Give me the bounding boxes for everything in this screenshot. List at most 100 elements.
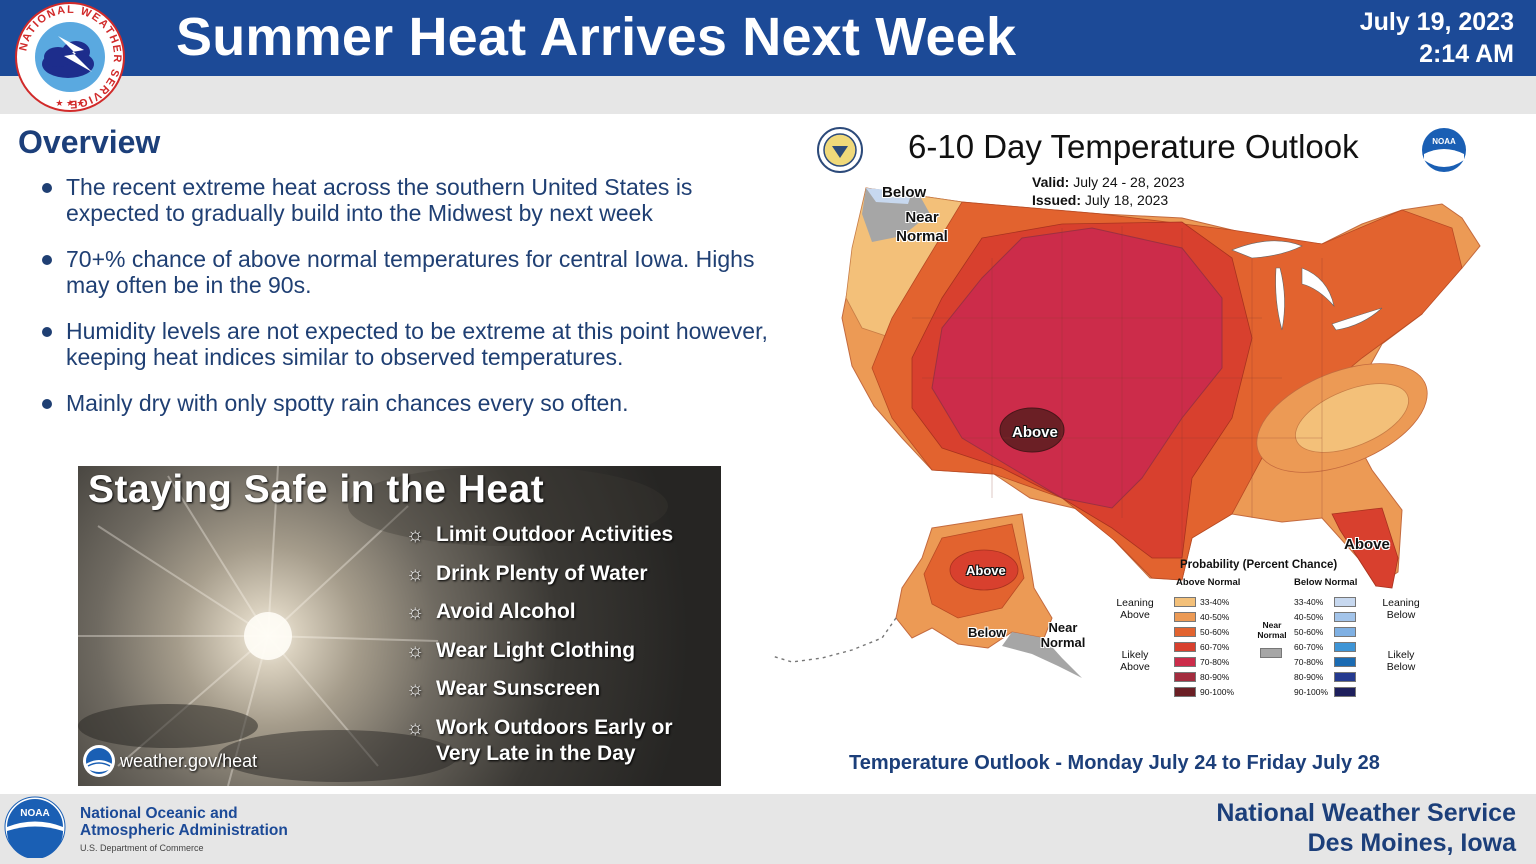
- legend-bin-label: 80-90%: [1294, 671, 1324, 682]
- legend-bin-label: 60-70%: [1294, 641, 1324, 652]
- issue-date: July 19, 2023: [1359, 8, 1514, 36]
- noaa-badge-icon: NOAA: [1422, 128, 1466, 172]
- issue-time: 2:14 AM: [1419, 40, 1514, 68]
- heat-safety-graphic: Staying Safe in the Heat ☼ Limit Outdoor …: [78, 466, 721, 786]
- legend-swatch: [1174, 596, 1196, 607]
- legend-swatch: [1174, 671, 1196, 682]
- legend-swatch: [1334, 686, 1356, 697]
- nws-logo-icon: NATIONAL WEATHER SERVICE ★ ★ ★: [15, 2, 125, 112]
- legend-row: 40-50%: [1294, 609, 1356, 624]
- legend-row: 50-60%: [1174, 624, 1238, 639]
- legend-bin-label: 60-70%: [1200, 641, 1230, 652]
- heat-tip-text: Drink Plenty of Water: [436, 561, 648, 585]
- heat-tip: ☼ Drink Plenty of Water: [406, 561, 686, 587]
- legend-row: 50-60%: [1294, 624, 1356, 639]
- heat-tip-text: Wear Sunscreen: [436, 677, 601, 700]
- noaa-footer-badge-text: NOAA: [20, 808, 49, 819]
- sun-bullet-icon: ☼: [406, 639, 425, 662]
- overview-bullet: Mainly dry with only spotty rain chances…: [40, 390, 780, 416]
- noaa-logo-icon: [83, 745, 115, 777]
- legend-below-head: Below Normal: [1294, 577, 1358, 588]
- sun-rays-icon: [78, 466, 668, 786]
- issued-label: Issued:: [1032, 192, 1082, 208]
- legend-swatch: [1174, 626, 1196, 637]
- legend-bin-label: 33-40%: [1294, 596, 1324, 607]
- us-map-graphic: NOAA: [771, 127, 1481, 678]
- heat-url-link[interactable]: weather.gov/heat: [120, 750, 258, 771]
- datetime-block: July 19, 2023 2:14 AM: [1360, 6, 1514, 70]
- legend-near-head: Near Normal: [1257, 620, 1287, 640]
- heat-tip: ☼ Limit Outdoor Activities: [406, 522, 686, 548]
- temperature-outlook-map: NOAA: [762, 118, 1532, 748]
- nws-office-line1: National Weather Service: [1216, 799, 1516, 827]
- header-bar: [0, 0, 1536, 76]
- overview-bullet: The recent extreme heat across the south…: [40, 174, 780, 226]
- label-near-normal-nw: Near Normal: [896, 209, 948, 245]
- heat-tip: ☼ Avoid Alcohol: [406, 599, 686, 625]
- legend-bin-label: 40-50%: [1200, 611, 1230, 622]
- legend-swatch: [1334, 671, 1356, 682]
- legend-swatch: [1334, 641, 1356, 652]
- heat-tip: ☼ Wear Sunscreen: [406, 676, 686, 702]
- legend-below-column: 33-40% 40-50% 50-60% 60-70% 70-80% 80-90% 90-1…: [1294, 594, 1356, 699]
- label-above-alaska: Above: [966, 563, 1006, 578]
- legend-above-head: Above Normal: [1176, 577, 1241, 588]
- heat-tip-text: Work Outdoors Early or Very Late in the …: [436, 715, 673, 765]
- heat-footer: weather.gov/heat: [82, 744, 257, 778]
- legend-bin-label: 50-60%: [1294, 626, 1324, 637]
- label-below-nw: Below: [882, 184, 927, 201]
- heat-tip-text: Limit Outdoor Activities: [436, 523, 674, 546]
- heat-tips-list: ☼ Limit Outdoor Activities ☼ Drink Plenty …: [406, 522, 686, 779]
- sun-bullet-icon: ☼: [406, 562, 425, 585]
- noaa-dept: U.S. Department of Commerce: [80, 843, 204, 853]
- nws-office: National Weather Service Des Moines, Iow…: [1216, 798, 1516, 858]
- noaa-name-line2: Atmospheric Administration: [80, 822, 288, 839]
- legend-row: 60-70%: [1174, 639, 1238, 654]
- outlook-title: 6-10 Day Temperature Outlook: [908, 128, 1359, 165]
- overview-bullet: Humidity levels are not expected to be e…: [40, 318, 780, 370]
- legend-row: 80-90%: [1294, 669, 1356, 684]
- overview-heading: Overview: [18, 124, 161, 160]
- legend-swatch: [1174, 641, 1196, 652]
- legend-row: 33-40%: [1174, 594, 1238, 609]
- sun-bullet-icon: ☼: [406, 716, 425, 739]
- legend-swatch: [1334, 596, 1356, 607]
- page-title: Summer Heat Arrives Next Week: [176, 7, 1017, 67]
- label-near-normal-ak: Near Normal: [1040, 620, 1086, 650]
- legend-row: 70-80%: [1174, 654, 1238, 669]
- legend-row: 33-40%: [1294, 594, 1356, 609]
- legend-row: 60-70%: [1294, 639, 1356, 654]
- legend-leaning-below: Leaning Below: [1382, 597, 1420, 621]
- nws-office-line2: Des Moines, Iowa: [1307, 829, 1516, 857]
- commerce-seal-icon: [817, 127, 863, 173]
- legend-bin-label: 70-80%: [1200, 656, 1230, 667]
- heat-safety-title: Staying Safe in the Heat: [88, 468, 545, 511]
- legend-near-swatch: [1260, 648, 1282, 658]
- legend-swatch: [1334, 656, 1356, 667]
- sun-bullet-icon: ☼: [406, 524, 425, 546]
- legend-row: 70-80%: [1294, 654, 1356, 669]
- heat-tip-text: Wear Light Clothing: [436, 638, 636, 662]
- legend-swatch: [1174, 656, 1196, 667]
- legend-bin-label: 33-40%: [1200, 596, 1230, 607]
- footer-band: [0, 794, 1536, 864]
- heat-tip: ☼ Work Outdoors Early or Very Late in the…: [406, 715, 686, 767]
- legend-title: Probability (Percent Chance): [1180, 559, 1338, 571]
- legend-likely-above: Likely Above: [1120, 649, 1150, 673]
- legend-bin-label: 70-80%: [1294, 656, 1324, 667]
- legend-bin-label: 40-50%: [1294, 611, 1324, 622]
- heat-tip-text: Avoid Alcohol: [436, 600, 576, 623]
- legend-swatch: [1334, 611, 1356, 622]
- valid-issued-block: Valid: July 24 - 28, 2023 Issued: July 1…: [1032, 173, 1185, 209]
- sun-bullet-icon: ☼: [406, 601, 425, 623]
- label-below-alaska: Below: [968, 625, 1007, 640]
- valid-label: Valid:: [1032, 174, 1070, 190]
- legend-bin-label: 90-100%: [1200, 686, 1235, 697]
- header-gray-band: [0, 76, 1536, 114]
- overview-bullets: The recent extreme heat across the south…: [40, 174, 780, 436]
- legend-leaning-above: Leaning Above: [1116, 597, 1154, 621]
- legend-likely-below: Likely Below: [1386, 649, 1416, 673]
- noaa-name-line1: National Oceanic and: [80, 805, 238, 822]
- legend-above-column: 33-40% 40-50% 50-60% 60-70% 70-80% 80-90% 90-1…: [1174, 594, 1238, 699]
